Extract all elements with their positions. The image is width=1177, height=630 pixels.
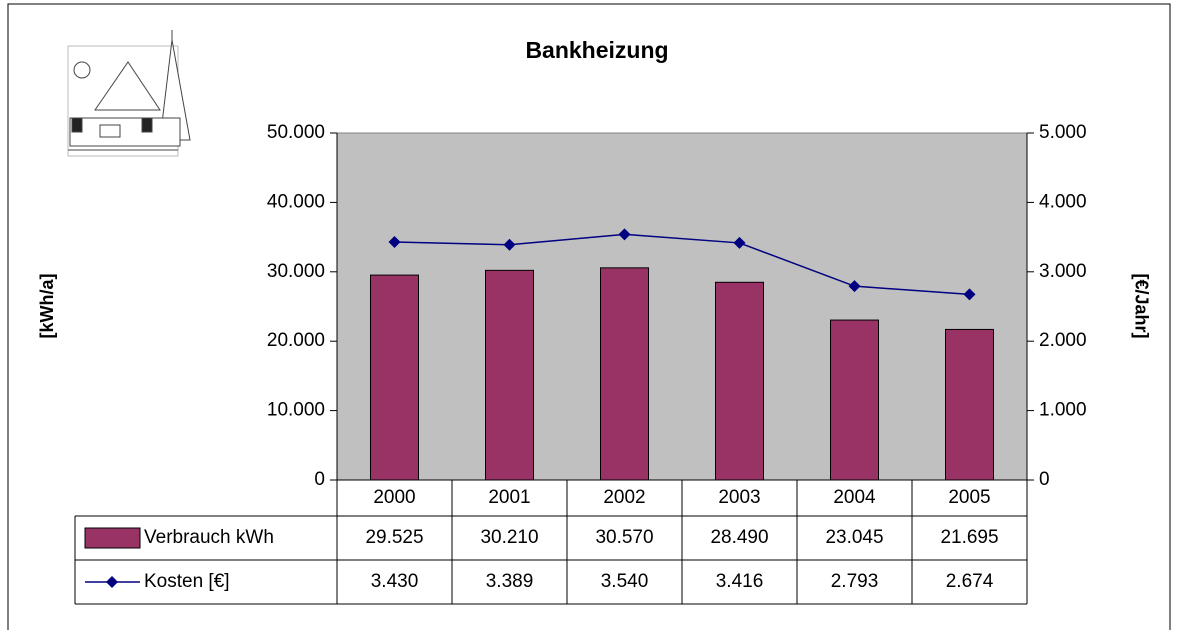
data-label: 2.793 — [831, 571, 879, 592]
data-label: 2.674 — [946, 571, 994, 592]
y-tick-label: 40.000 — [267, 191, 325, 212]
y2-tick-label: 5.000 — [1039, 122, 1087, 143]
y-tick-label: 0 — [314, 469, 325, 490]
x-tick-label: 2002 — [603, 487, 645, 508]
data-label: 28.490 — [710, 527, 768, 548]
bar — [831, 320, 879, 480]
y-tick-label: 10.000 — [267, 400, 325, 421]
data-label: 30.570 — [595, 527, 653, 548]
y2-axis-label: [€/Jahr] — [1131, 273, 1151, 338]
data-label: 3.430 — [371, 571, 419, 592]
data-label: 21.695 — [940, 527, 998, 548]
bar — [371, 275, 419, 480]
y-axis-label: [kWh/a] — [37, 274, 57, 339]
x-tick-label: 2005 — [948, 487, 990, 508]
x-tick-label: 2004 — [833, 487, 876, 508]
bar — [601, 268, 649, 480]
x-tick-label: 2000 — [373, 487, 415, 508]
chart: Bankheizung [kWh/a] [€/Jahr] 0 10.000 20.0… — [0, 0, 1177, 630]
y-tick-label: 20.000 — [267, 330, 325, 351]
data-label: 23.045 — [825, 527, 883, 548]
x-tick-label: 2001 — [488, 487, 530, 508]
bar — [946, 329, 994, 480]
data-label: 3.416 — [716, 571, 764, 592]
y2-tick-label: 1.000 — [1039, 400, 1087, 421]
plot-area — [337, 133, 1027, 480]
legend-label: Kosten [€] — [144, 571, 230, 592]
y2-tick-label: 0 — [1039, 469, 1050, 490]
y-tick-label: 50.000 — [267, 122, 325, 143]
y2-tick-label: 4.000 — [1039, 191, 1087, 212]
data-label: 3.540 — [601, 571, 649, 592]
data-label: 3.389 — [486, 571, 534, 592]
x-tick-label: 2003 — [718, 487, 760, 508]
legend-swatch — [85, 528, 140, 548]
data-label: 29.525 — [365, 527, 423, 548]
chart-title: Bankheizung — [525, 37, 668, 63]
y2-tick-label: 2.000 — [1039, 330, 1087, 351]
bar — [486, 270, 534, 480]
y-tick-label: 30.000 — [267, 261, 325, 282]
bar — [716, 282, 764, 480]
legend-label: Verbrauch kWh — [144, 527, 274, 548]
y2-tick-label: 3.000 — [1039, 261, 1087, 282]
data-label: 30.210 — [480, 527, 538, 548]
